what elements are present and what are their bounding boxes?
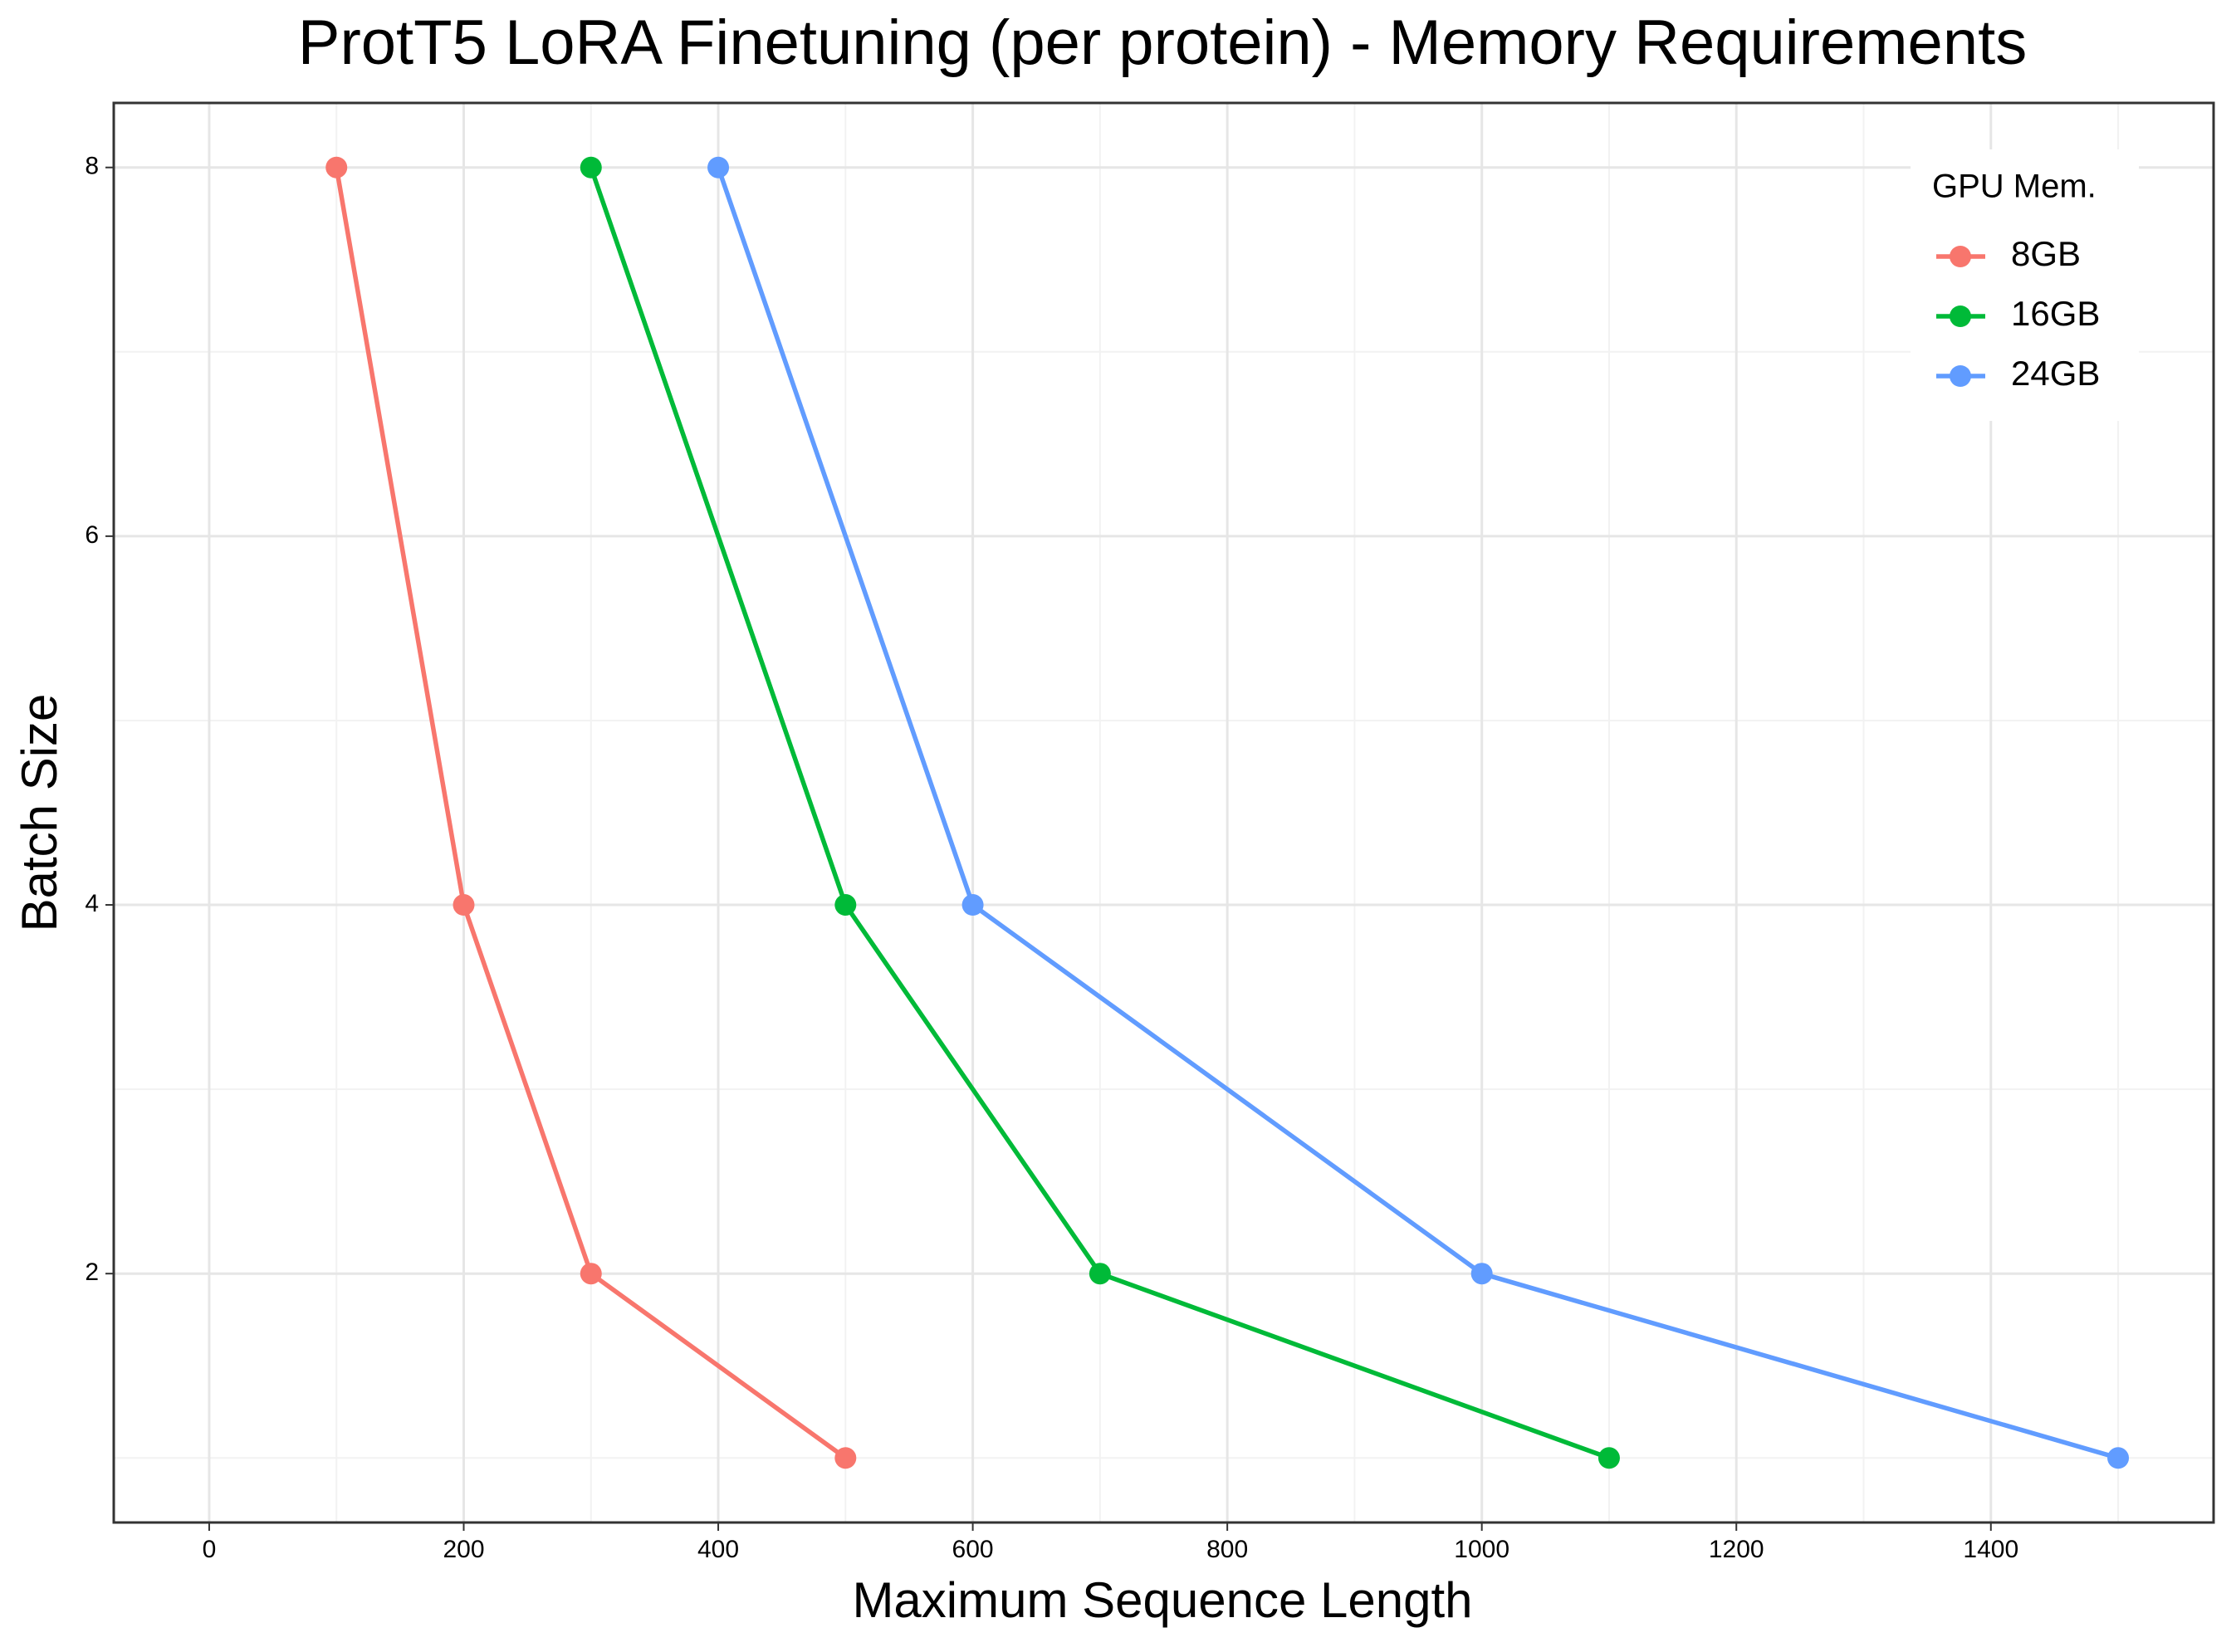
data-point <box>1089 1263 1111 1285</box>
series-line <box>716 166 2119 1460</box>
legend-key-point <box>1950 365 1971 387</box>
series-line <box>589 166 1610 1460</box>
data-point <box>1470 1263 1493 1285</box>
x-tick-label: 200 <box>443 1536 484 1563</box>
y-tick-label: 8 <box>85 153 99 180</box>
plot-border <box>112 101 2215 1524</box>
data-point <box>1597 1447 1620 1469</box>
x-axis-label: Maximum Sequence Length <box>852 1572 1472 1628</box>
x-tick-label: 400 <box>697 1536 739 1563</box>
data-point <box>325 156 348 178</box>
y-axis-label: Batch Size <box>12 694 67 932</box>
data-point <box>834 894 857 916</box>
legend-title: GPU Mem. <box>1932 169 2097 205</box>
data-point <box>834 1447 857 1469</box>
chart-title: ProtT5 LoRA Finetuning (per protein) - M… <box>298 7 2027 78</box>
x-tick-label: 1400 <box>1963 1536 2018 1563</box>
data-point <box>580 1263 602 1285</box>
x-tick-label: 600 <box>952 1536 994 1563</box>
legend-label: 16GB <box>2011 294 2100 333</box>
data-point <box>707 156 730 178</box>
x-tick-label: 1200 <box>1709 1536 1764 1563</box>
legend-label: 24GB <box>2011 354 2100 393</box>
y-tick-label: 2 <box>85 1259 99 1286</box>
x-tick-label: 0 <box>203 1536 217 1563</box>
series-line <box>334 167 847 1460</box>
data-point <box>580 156 602 178</box>
legend-label: 8GB <box>2011 234 2081 273</box>
x-tick-label: 800 <box>1206 1536 1248 1563</box>
data-point <box>2107 1447 2130 1469</box>
legend-key-point <box>1950 246 1971 267</box>
y-tick-label: 6 <box>85 521 99 549</box>
data-point <box>961 894 984 916</box>
data-point <box>453 894 475 916</box>
legend-key-point <box>1950 305 1971 327</box>
x-tick-label: 1000 <box>1454 1536 1509 1563</box>
y-tick-label: 4 <box>85 890 99 917</box>
